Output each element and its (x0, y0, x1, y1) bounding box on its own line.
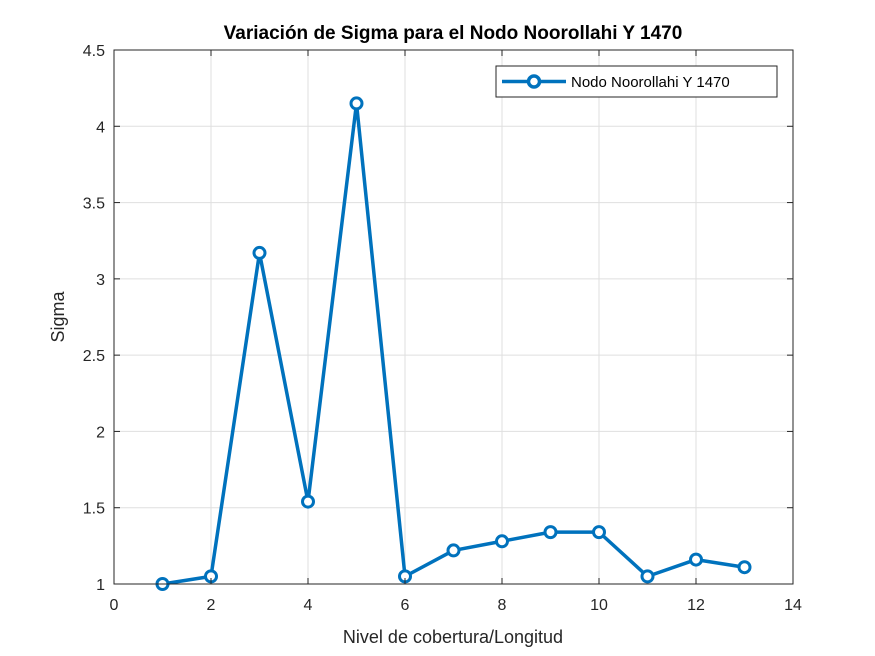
legend: Nodo Noorollahi Y 1470 (495, 65, 778, 98)
x-tick-label: 2 (207, 597, 216, 614)
x-tick-label: 4 (304, 597, 313, 614)
x-tick-label: 0 (110, 597, 119, 614)
y-tick-label: 2.5 (83, 348, 105, 365)
data-point (592, 525, 606, 540)
x-tick-label: 6 (401, 597, 410, 614)
chart-title: Variación de Sigma para el Nodo Noorolla… (224, 23, 683, 44)
y-tick-label: 1.5 (83, 501, 105, 518)
data-point (689, 552, 703, 567)
data-point (543, 525, 558, 540)
y-tick-label: 4.5 (83, 43, 105, 60)
data-point (349, 96, 364, 111)
data-point (301, 494, 315, 509)
data-point (737, 560, 752, 575)
x-tick-label: 10 (590, 597, 608, 614)
data-point (495, 534, 509, 549)
legend-entry-label: Nodo Noorollahi Y 1470 (571, 74, 730, 91)
legend-series-marker (526, 74, 542, 89)
y-axis-label: Sigma (48, 291, 68, 343)
data-point (640, 569, 655, 584)
y-tick-label: 3.5 (83, 196, 105, 213)
axes-box (113, 49, 794, 585)
x-axis-label: Nivel de cobertura/Longitud (343, 627, 563, 647)
y-tick-label: 2 (96, 424, 105, 441)
ticks: 0 2 4 6 8 10 12 14 1 1.5 2 2.5 3 3.5 4 4.5 (83, 43, 802, 614)
x-tick-label: 8 (498, 597, 507, 614)
x-tick-label: 14 (784, 597, 802, 614)
data-point (252, 245, 267, 260)
y-tick-label: 3 (96, 272, 105, 289)
x-tick-label: 12 (687, 597, 705, 614)
plot-area (114, 50, 793, 584)
data-point (446, 543, 461, 558)
y-tick-label: 4 (96, 119, 105, 136)
y-tick-label: 1 (96, 577, 105, 594)
